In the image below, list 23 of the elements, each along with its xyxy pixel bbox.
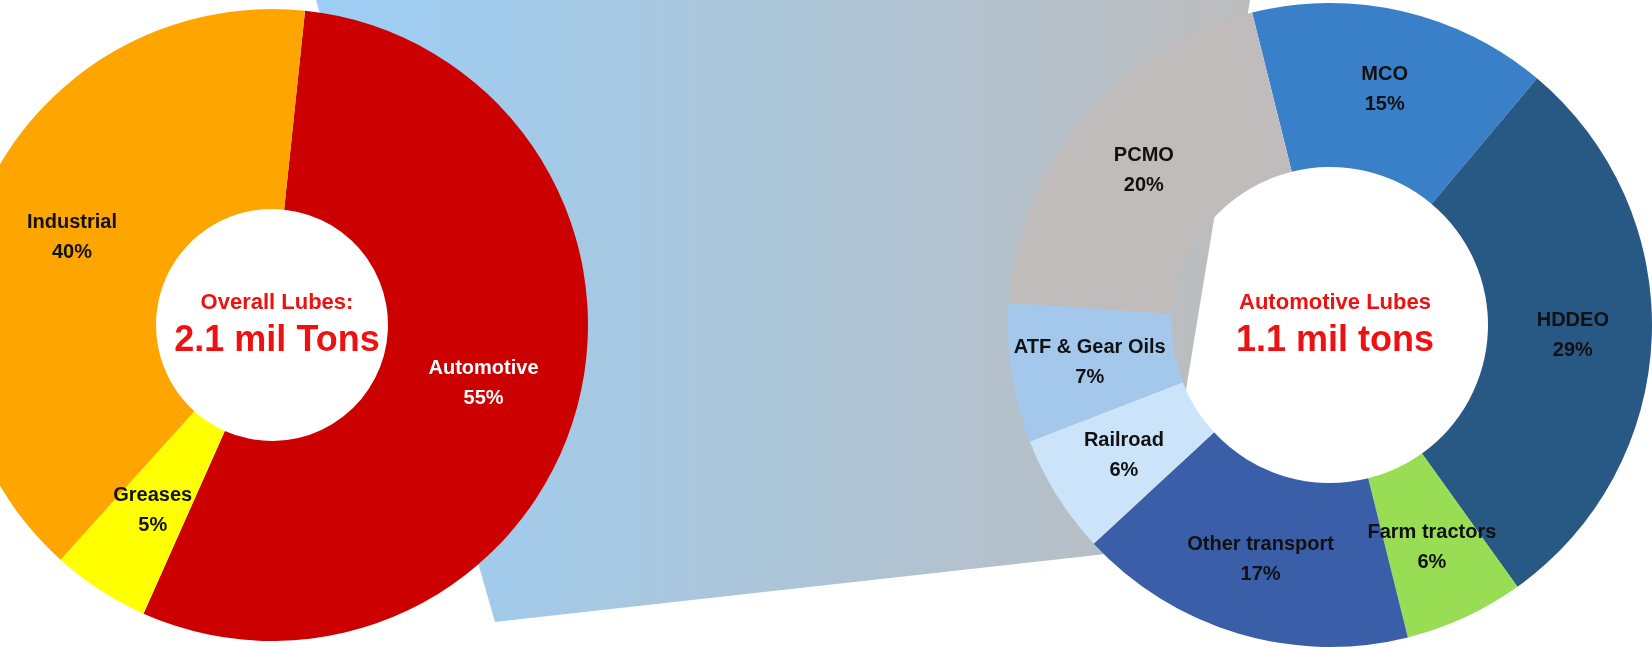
slice-label: Greases <box>113 482 193 505</box>
data-label: 7% <box>1075 365 1105 388</box>
data-label: 20% <box>1123 172 1165 195</box>
slice-label: PCMO <box>1113 142 1174 165</box>
text: 2.1 mil Tons <box>174 317 380 359</box>
text: Automotive Lubes <box>1239 288 1431 314</box>
data-label: 40% <box>51 239 93 262</box>
data-label: 55% <box>463 385 504 408</box>
data-label: 5% <box>138 512 168 535</box>
slice-label: Automotive <box>428 355 539 378</box>
data-label: 17% <box>1240 561 1281 584</box>
slice-label: ATF & Gear Oils <box>1013 335 1166 358</box>
text: Overall Lubes: <box>200 288 354 314</box>
data-label: 29% <box>1552 338 1594 361</box>
data-label: 6% <box>1417 549 1447 572</box>
text: 1.1 mil tons <box>1235 317 1435 359</box>
slice-label: Industrial <box>26 209 117 232</box>
slice-label: HDDEO <box>1536 308 1609 331</box>
slice-label: MCO <box>1361 62 1408 85</box>
slice-label: Railroad <box>1083 427 1164 450</box>
slice-label: Other transport <box>1187 531 1335 554</box>
data-label: 6% <box>1109 457 1139 480</box>
data-label: 15% <box>1364 92 1405 115</box>
